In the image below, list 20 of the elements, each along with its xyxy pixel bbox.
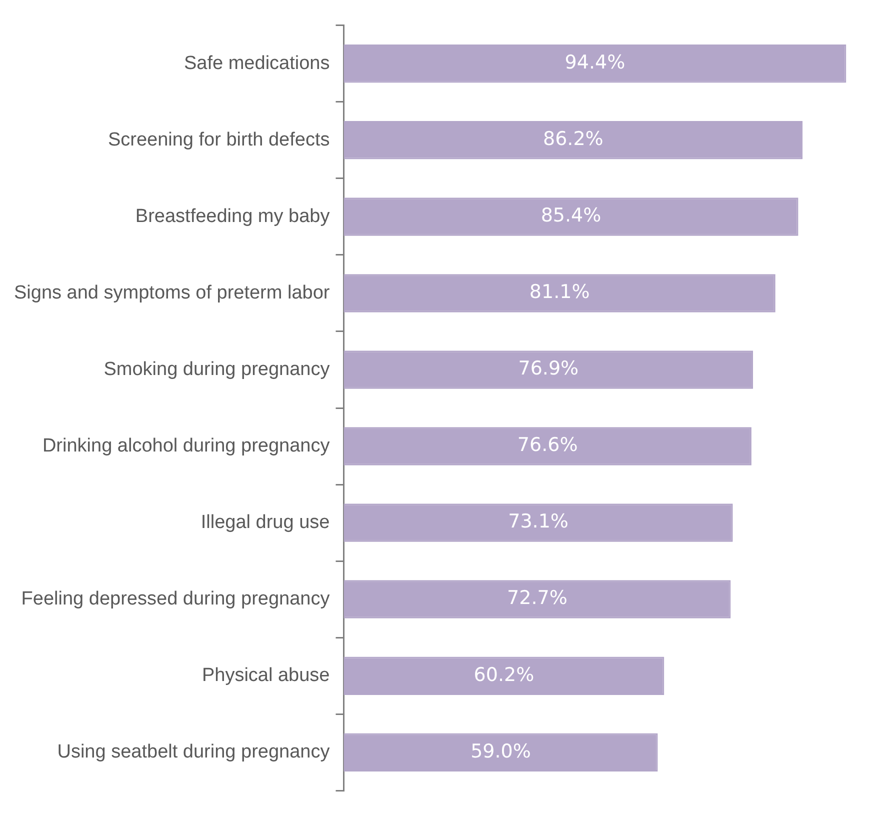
- y-tick-label: Screening for birth defects: [108, 129, 330, 150]
- data-label: 60.2%: [474, 664, 534, 686]
- data-label: 72.7%: [507, 587, 568, 610]
- data-label: 76.6%: [517, 434, 578, 456]
- y-tick-label: Breastfeeding my baby: [135, 206, 330, 227]
- y-tick-label: Illegal drug use: [200, 512, 330, 534]
- data-label: 94.4%: [564, 52, 626, 74]
- y-tick-label: Using seatbelt during pregnancy: [57, 742, 330, 763]
- data-label: 86.2%: [542, 128, 604, 150]
- y-tick-label: Signs and symptoms of preterm labor: [14, 282, 330, 304]
- y-tick-label: Physical abuse: [202, 665, 330, 686]
- y-tick-label: Drinking alcohol during pregnancy: [42, 435, 330, 456]
- data-label: 81.1%: [529, 281, 590, 304]
- data-label: 76.9%: [518, 358, 579, 380]
- data-label: 73.1%: [508, 510, 568, 533]
- y-tick-label: Feeling depressed during pregnancy: [21, 588, 330, 610]
- data-label: 59.0%: [470, 740, 531, 762]
- y-tick-label: Safe medications: [184, 52, 330, 74]
- data-label: 85.4%: [540, 204, 602, 227]
- y-tick-label: Smoking during pregnancy: [104, 358, 330, 380]
